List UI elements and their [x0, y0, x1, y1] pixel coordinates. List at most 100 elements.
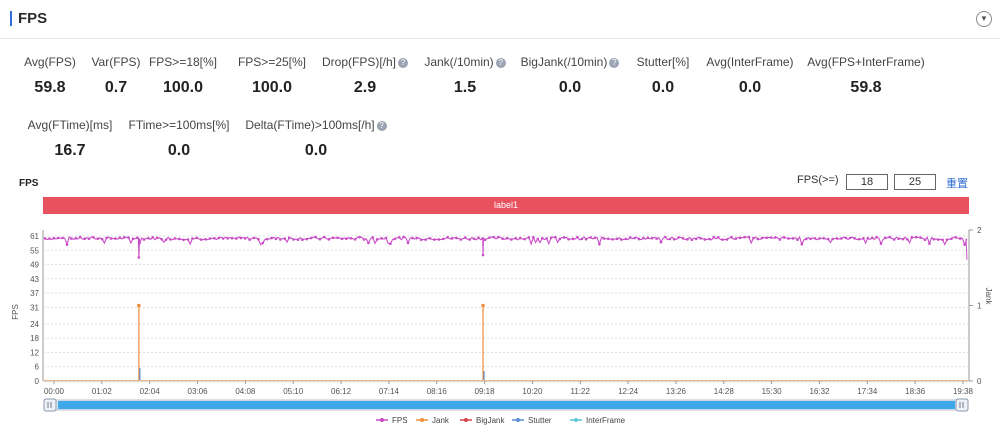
- fps-point: [147, 236, 150, 240]
- legend-label-interframe: InterFrame: [586, 416, 626, 425]
- fps-point: [100, 237, 104, 241]
- fps-point: [945, 238, 949, 241]
- x-tick-label: 09:18: [475, 387, 496, 396]
- help-icon[interactable]: ?: [495, 58, 506, 68]
- fps-point: [384, 236, 388, 240]
- fps-point: [177, 237, 181, 241]
- fps-point: [74, 236, 78, 240]
- fps-point: [664, 235, 667, 239]
- y-tick-label: 55: [30, 246, 39, 255]
- fps-point: [48, 237, 51, 240]
- fps-point: [791, 237, 795, 240]
- metric-value: 100.0: [162, 79, 204, 96]
- fps-point: [822, 236, 826, 240]
- fps-point: [296, 238, 300, 242]
- fps-point: [142, 238, 146, 241]
- y-right-axis-title: Jank: [984, 288, 993, 306]
- y-tick-label: 18: [30, 334, 39, 343]
- zoom-handle-right: [955, 398, 969, 412]
- fps-point: [589, 236, 592, 239]
- fps-point: [514, 237, 518, 240]
- y-tick-label: 61: [30, 232, 39, 241]
- fps-point: [694, 237, 698, 241]
- fps-point: [708, 237, 711, 241]
- metric-label: Delta(FTime)>100ms[/h]?: [236, 118, 396, 132]
- chevron-down-icon[interactable]: ▼: [976, 11, 992, 27]
- fps-point: [83, 237, 86, 241]
- fps-point: [243, 237, 247, 240]
- fps-point: [204, 237, 207, 241]
- fps-point: [164, 238, 168, 242]
- fps-point: [642, 236, 645, 240]
- fps-point: [481, 253, 485, 257]
- reset-button[interactable]: 重置: [946, 178, 968, 190]
- y-tick-label: 0: [35, 377, 40, 386]
- fps-point: [844, 236, 848, 240]
- fps-point: [380, 237, 383, 240]
- fps-point: [787, 237, 790, 240]
- fps-point: [375, 238, 379, 241]
- fps-point: [734, 237, 738, 240]
- fps-point: [857, 237, 861, 241]
- fps-point: [221, 237, 225, 240]
- fps-point: [840, 237, 843, 240]
- y-tick-label: 12: [30, 348, 39, 357]
- zoom-handle-left: [43, 398, 57, 412]
- y-tick-label: 43: [30, 275, 39, 284]
- fps-point: [892, 238, 896, 241]
- fps-point: [853, 237, 856, 240]
- label-bar[interactable]: label1: [43, 197, 969, 214]
- x-tick-label: 05:10: [283, 387, 304, 396]
- fps-point: [646, 236, 650, 240]
- fps-point: [389, 242, 392, 246]
- metric-value: 2.9: [353, 79, 377, 96]
- fps-point: [540, 236, 544, 240]
- help-icon[interactable]: ?: [609, 58, 620, 68]
- fps-point: [138, 241, 141, 245]
- metric-avg-ftime-ms: Avg(FTime)[ms] 16.7: [0, 118, 150, 160]
- fps-point: [283, 237, 287, 240]
- fps-point: [87, 237, 91, 241]
- help-icon[interactable]: ?: [398, 58, 408, 68]
- fps-point: [353, 238, 357, 241]
- x-tick-label: 08:16: [427, 387, 448, 396]
- fps-point: [769, 236, 773, 239]
- threshold-low-input[interactable]: 18: [846, 174, 888, 190]
- fps-point: [510, 238, 513, 241]
- y-right-tick-label: 0: [977, 377, 982, 386]
- fps-point: [114, 237, 117, 240]
- fps-point: [261, 241, 265, 245]
- metric-delta-ftime-100ms-h: Delta(FTime)>100ms[/h]? 0.0: [236, 118, 396, 160]
- metric-label: Stutter[%]: [636, 55, 690, 69]
- x-tick-label: 07:14: [379, 387, 400, 396]
- fps-point: [96, 237, 100, 240]
- fps-point: [870, 236, 874, 240]
- x-tick-label: 19:38: [953, 387, 974, 396]
- y-tick-label: 49: [30, 261, 39, 270]
- fps-point: [923, 238, 927, 242]
- fps-point: [131, 237, 135, 241]
- fps-point: [505, 236, 509, 240]
- fps-point: [558, 237, 562, 241]
- fps-point: [340, 237, 344, 241]
- threshold-high-input[interactable]: 25: [894, 174, 936, 190]
- fps-point: [463, 236, 467, 239]
- fps-point: [336, 236, 339, 240]
- fps-point: [738, 236, 742, 240]
- fps-point: [122, 236, 126, 239]
- fps-point: [668, 237, 672, 241]
- fps-point: [655, 237, 658, 240]
- fps-point: [950, 237, 953, 241]
- fps-point: [527, 236, 531, 239]
- fps-point: [270, 236, 273, 240]
- x-tick-label: 00:00: [44, 387, 65, 396]
- fps-point: [318, 237, 322, 241]
- fps-point: [292, 238, 295, 241]
- help-icon[interactable]: ?: [376, 121, 387, 131]
- fps-point: [835, 237, 839, 240]
- fps-point: [716, 236, 720, 239]
- metric-drop-fps-h: Drop(FPS)[/h]? 2.9: [285, 55, 445, 97]
- x-tick-label: 14:28: [714, 387, 735, 396]
- metric-label: Avg(FPS): [24, 55, 76, 69]
